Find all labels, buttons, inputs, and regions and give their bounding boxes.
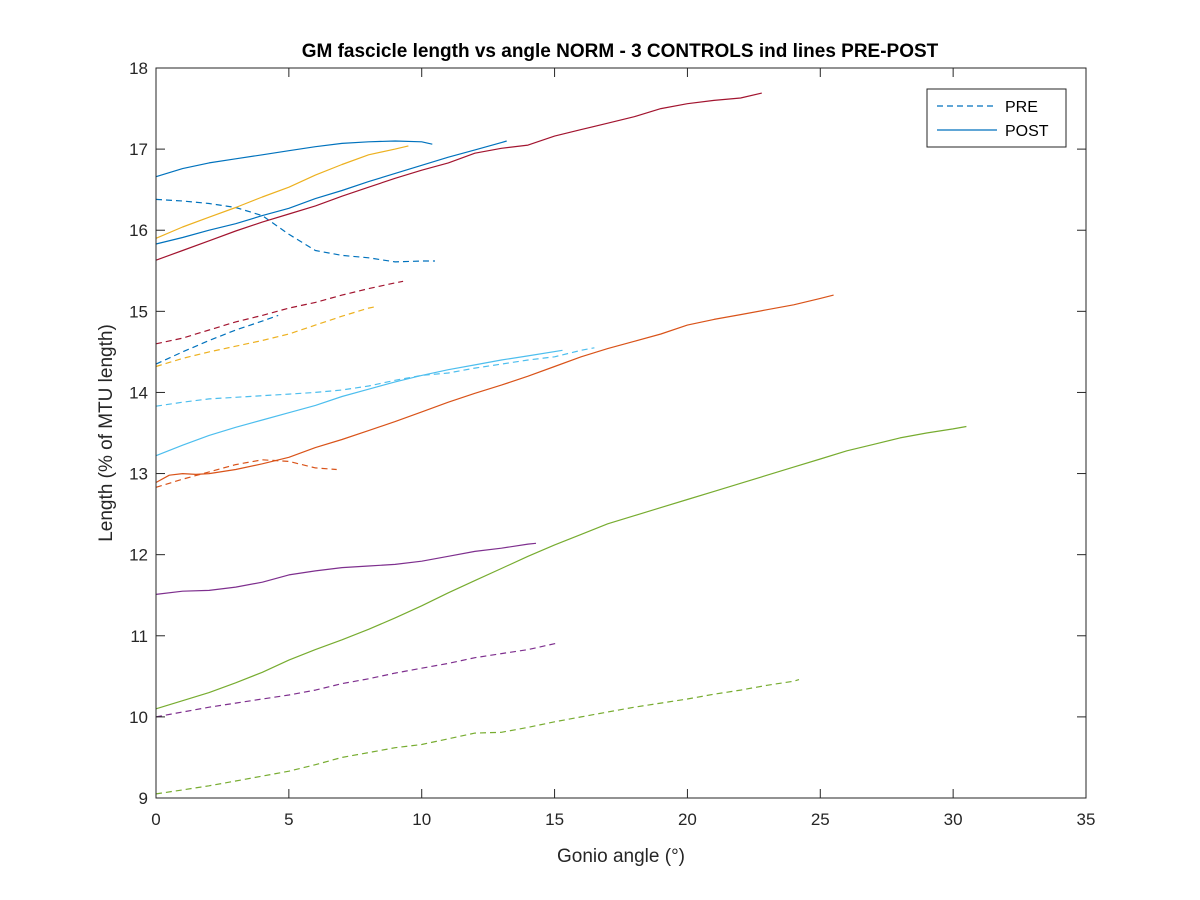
legend: PRE POST xyxy=(926,88,1067,148)
series-line-5-dashed xyxy=(155,459,337,488)
series-line-12-solid xyxy=(155,349,563,457)
y-axis-label: Length (% of MTU length) xyxy=(96,324,117,542)
series-line-8-solid xyxy=(155,145,409,239)
y-tick-label: 11 xyxy=(130,627,148,646)
x-tick-label: 20 xyxy=(678,810,697,829)
series-line-11-dashed xyxy=(155,347,595,407)
y-tick-label: 9 xyxy=(139,789,148,808)
series-line-13-dashed xyxy=(155,642,558,718)
x-tick-label: 30 xyxy=(944,810,963,829)
x-tick-label: 35 xyxy=(1077,810,1096,829)
series-line-9-dashed xyxy=(155,280,404,345)
legend-label-post: POST xyxy=(1005,123,1049,140)
x-tick-label: 10 xyxy=(412,810,431,829)
series-line-2-solid xyxy=(155,140,433,178)
x-axis-label: Gonio angle (°) xyxy=(557,846,685,867)
series-line-3-dashed xyxy=(155,314,279,365)
series-line-14-solid xyxy=(155,542,537,595)
y-tick-label: 16 xyxy=(129,221,148,240)
plot-frame xyxy=(155,67,1087,799)
series-line-15-dashed xyxy=(155,679,800,795)
legend-box xyxy=(926,88,1067,148)
series-line-16-solid xyxy=(155,425,967,710)
chart-title: GM fascicle length vs angle NORM - 3 CON… xyxy=(302,41,939,62)
y-tick-label: 18 xyxy=(129,59,148,78)
y-tick-label: 12 xyxy=(129,546,148,565)
series-line-1-dashed xyxy=(155,198,435,263)
x-axis: 0 5 10 15 20 25 30 35 xyxy=(151,68,1095,829)
y-axis: 9 10 11 12 13 14 15 16 17 18 xyxy=(129,59,1086,808)
y-tick-label: 13 xyxy=(129,465,148,484)
plot-series xyxy=(155,92,967,795)
series-line-10-solid xyxy=(155,92,762,261)
y-tick-label: 15 xyxy=(129,302,148,321)
series-line-7-dashed xyxy=(155,305,377,368)
x-tick-label: 5 xyxy=(284,810,293,829)
y-tick-label: 17 xyxy=(129,140,148,159)
series-line-4-solid xyxy=(155,140,507,245)
x-tick-label: 25 xyxy=(811,810,830,829)
y-tick-label: 10 xyxy=(129,708,148,727)
y-tick-label: 14 xyxy=(129,383,148,402)
legend-label-pre: PRE xyxy=(1005,99,1038,116)
x-tick-label: 0 xyxy=(151,810,160,829)
x-tick-label: 15 xyxy=(545,810,564,829)
series-line-6-solid xyxy=(155,294,834,484)
